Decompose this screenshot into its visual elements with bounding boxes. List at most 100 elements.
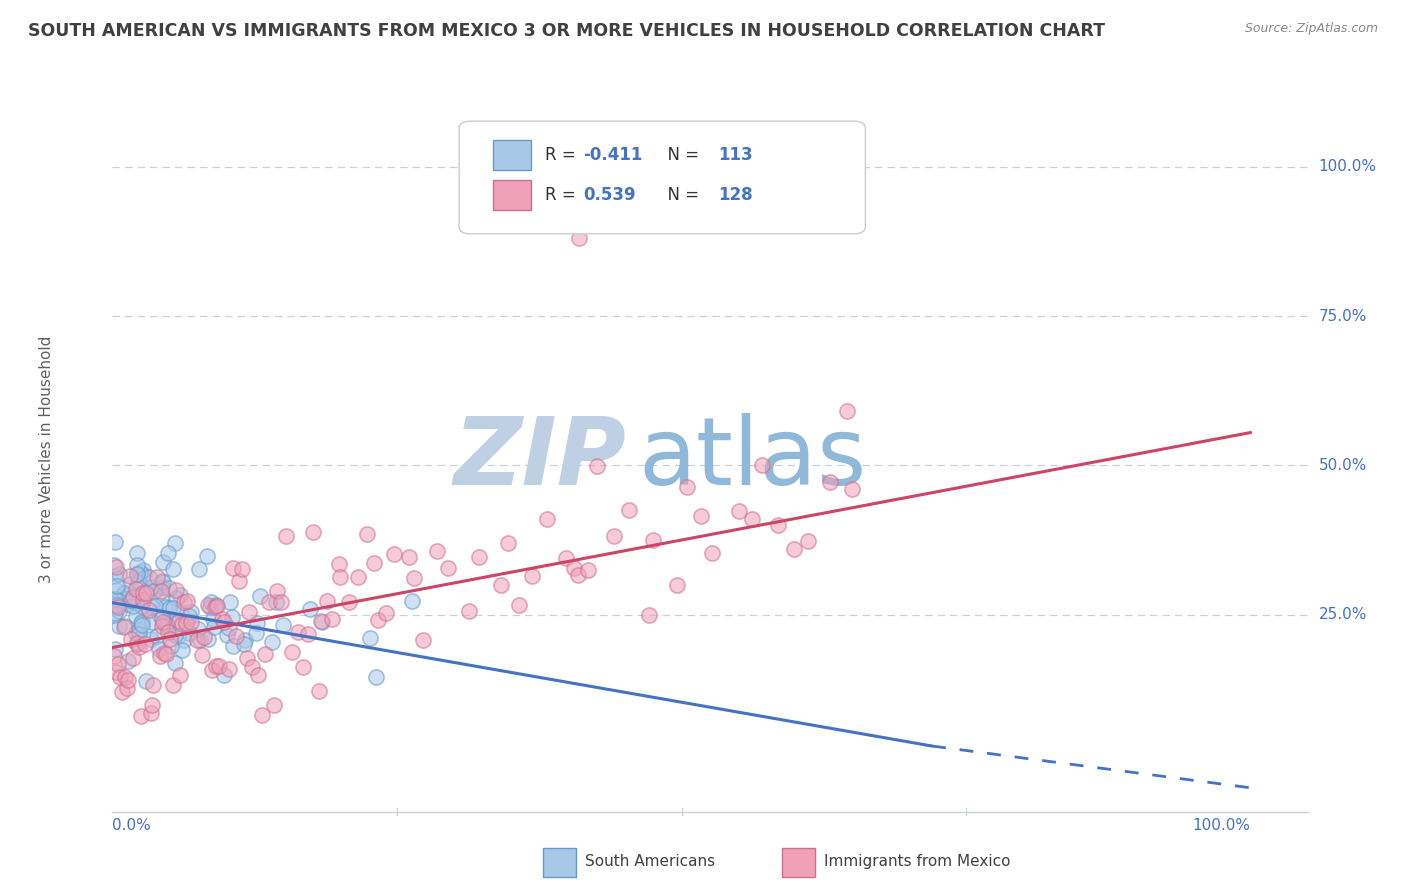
Point: [145, 629, 167, 643]
Point: [104, 665, 127, 679]
Point: [170, 616, 193, 631]
Point: [364, 670, 387, 684]
Point: [783, 542, 806, 557]
Point: [249, 589, 271, 603]
Text: South Americans: South Americans: [585, 854, 714, 869]
Point: [152, 555, 174, 569]
Point: [741, 512, 763, 526]
Text: Source: ZipAtlas.com: Source: ZipAtlas.com: [1244, 22, 1378, 36]
Point: [125, 626, 148, 640]
Point: [173, 595, 195, 609]
Point: [727, 504, 749, 518]
Point: [401, 594, 423, 608]
Point: [163, 627, 186, 641]
Point: [104, 535, 127, 549]
Point: [374, 606, 396, 620]
Point: [638, 608, 661, 623]
Point: [188, 562, 211, 576]
Point: [204, 599, 226, 614]
Point: [131, 592, 153, 607]
Point: [125, 567, 148, 582]
Point: [221, 609, 243, 624]
Text: Immigrants from Mexico: Immigrants from Mexico: [824, 854, 1010, 869]
Point: [309, 614, 332, 628]
Point: [837, 403, 859, 417]
Text: 128: 128: [718, 186, 754, 204]
Point: [169, 588, 191, 602]
Point: [257, 595, 280, 609]
Point: [129, 709, 152, 723]
Point: [146, 569, 169, 583]
Point: [138, 570, 160, 584]
Point: [135, 674, 157, 689]
Point: [153, 646, 176, 660]
Point: [841, 482, 863, 496]
Point: [129, 616, 152, 631]
Point: [135, 586, 157, 600]
Point: [297, 627, 319, 641]
Point: [208, 659, 231, 673]
Point: [187, 622, 209, 636]
Point: [617, 502, 640, 516]
Point: [666, 578, 689, 592]
Point: [134, 637, 156, 651]
FancyBboxPatch shape: [492, 180, 531, 210]
Point: [363, 556, 385, 570]
Point: [169, 668, 191, 682]
Point: [308, 684, 330, 698]
Point: [127, 574, 149, 589]
Point: [165, 583, 187, 598]
Point: [576, 563, 599, 577]
Point: [160, 640, 183, 654]
Point: [188, 632, 211, 647]
Point: [254, 647, 277, 661]
Point: [807, 160, 830, 174]
Point: [108, 604, 131, 618]
Point: [700, 546, 723, 560]
Point: [266, 583, 288, 598]
Point: [347, 569, 370, 583]
Point: [165, 591, 187, 606]
Point: [150, 618, 173, 632]
Point: [131, 617, 153, 632]
Point: [263, 698, 285, 712]
Point: [110, 591, 132, 605]
Point: [367, 613, 389, 627]
Point: [105, 579, 128, 593]
Text: N =: N =: [658, 146, 704, 164]
Point: [167, 629, 190, 643]
Point: [128, 640, 150, 654]
Point: [114, 670, 136, 684]
Point: [108, 566, 131, 581]
Point: [122, 650, 145, 665]
Point: [117, 654, 139, 668]
Point: [264, 595, 287, 609]
Point: [107, 599, 129, 614]
Point: [121, 591, 143, 605]
Point: [562, 561, 585, 575]
Point: [157, 546, 180, 560]
Point: [228, 574, 250, 588]
Point: [127, 566, 149, 581]
Point: [105, 598, 128, 612]
Point: [205, 598, 228, 612]
Point: [129, 565, 152, 579]
Point: [125, 546, 148, 560]
Point: [103, 558, 125, 572]
Point: [180, 615, 202, 629]
Point: [104, 592, 127, 607]
Point: [104, 606, 127, 620]
Point: [125, 582, 148, 596]
FancyBboxPatch shape: [458, 121, 866, 234]
Point: [260, 634, 283, 648]
Point: [233, 632, 256, 647]
Point: [298, 602, 321, 616]
Point: [215, 628, 238, 642]
Point: [766, 518, 789, 533]
Point: [201, 663, 224, 677]
Point: [402, 571, 425, 585]
Point: [212, 615, 235, 629]
Text: 3 or more Vehicles in Household: 3 or more Vehicles in Household: [39, 335, 55, 583]
Point: [218, 622, 240, 636]
Point: [103, 607, 125, 622]
